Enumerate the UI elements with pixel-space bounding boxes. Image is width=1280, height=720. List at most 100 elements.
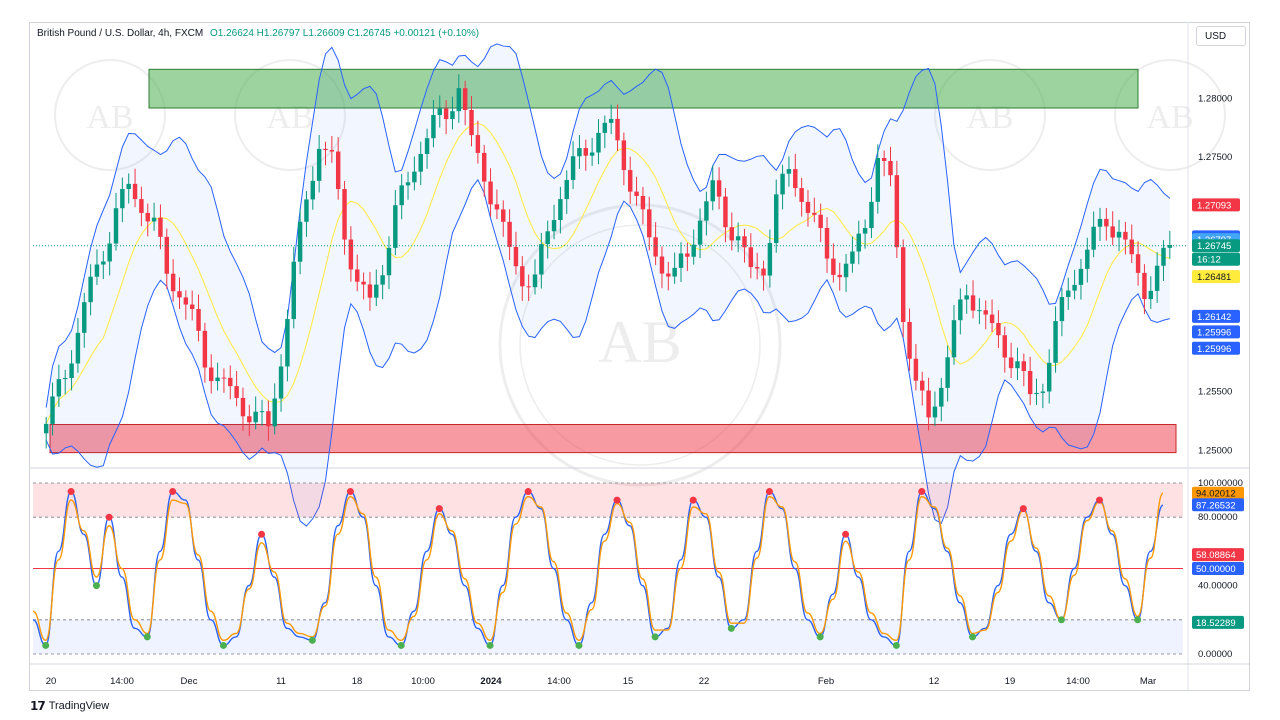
time-tick-label: 11	[276, 676, 286, 687]
candle-body	[107, 243, 112, 262]
candle-body	[621, 140, 627, 171]
ohlc-values: O1.26624 H1.26797 L1.26609 C1.26745 +0.0…	[209, 28, 480, 39]
stoch-badge-label: 94.02012	[1196, 489, 1236, 500]
candle-body	[253, 411, 258, 423]
candle-body	[297, 221, 303, 262]
candle-body	[932, 406, 938, 418]
chart-legend: British Pound / U.S. Dollar, 4h, FXCM O1…	[37, 28, 479, 39]
candle-body	[1161, 247, 1166, 266]
candle-body	[551, 220, 557, 232]
stoch-trough-dot	[219, 641, 227, 649]
candle-body	[900, 247, 906, 322]
price-pane[interactable]: 1.280001.275001.255001.250001.270931.268…	[30, 22, 1249, 690]
candle-body	[399, 185, 404, 206]
candle-body	[1015, 361, 1020, 369]
candle-body	[996, 323, 1001, 336]
price-badge	[1192, 252, 1240, 266]
oversold-band	[33, 619, 1183, 654]
candle-body	[101, 261, 106, 265]
bollinger-lower	[45, 178, 1170, 527]
candle-body	[1027, 370, 1033, 395]
stoch-trough-dot	[92, 582, 100, 590]
candle-body	[850, 251, 855, 264]
candle-body	[539, 244, 544, 275]
candle-body	[558, 199, 563, 221]
candle-body	[735, 236, 741, 241]
candle-body	[443, 108, 449, 120]
candle-body	[405, 182, 411, 186]
candle-body	[177, 291, 182, 298]
candle-body	[526, 286, 531, 288]
candle-body	[469, 109, 474, 136]
candle-body	[272, 398, 277, 427]
candle-body	[437, 108, 442, 116]
stoch-badge	[1192, 486, 1244, 500]
candle-body	[532, 274, 538, 288]
stoch-trough-dot	[892, 641, 900, 649]
price-tick-label: 1.25000	[1198, 445, 1232, 456]
stoch-tick-label: 40.00000	[1198, 581, 1238, 592]
candle-body	[145, 212, 150, 222]
candle-body	[450, 111, 455, 120]
candle-body	[50, 396, 55, 424]
candle-body	[494, 204, 500, 210]
candle-body	[132, 183, 138, 200]
candle-body	[501, 209, 506, 222]
candle-body	[1078, 268, 1084, 285]
candle-body	[113, 208, 119, 244]
candle-body	[1085, 249, 1090, 269]
time-axis[interactable]: 20 14:00 Dec 11 18 10:00 2024 14:00 15 22 Feb 12 19 1…	[30, 663, 1249, 687]
candle-body	[634, 191, 639, 196]
stoch-peak-dot	[765, 488, 773, 496]
candle-body	[729, 227, 735, 241]
candle-body	[386, 247, 392, 276]
candle-body	[678, 253, 684, 268]
candle-body	[266, 411, 271, 427]
stoch-tick-label: 100.00000	[1198, 478, 1243, 489]
candle-body	[894, 175, 900, 248]
stoch-trough-dot	[1134, 616, 1142, 624]
candle-body	[507, 221, 512, 247]
svg-text:AB: AB	[86, 99, 133, 136]
stochastic-pane[interactable]: 100.00000 80.00000 40.00000 0.00000 94.02012…	[32, 478, 1244, 660]
candle-body	[589, 152, 595, 156]
candle-body	[189, 304, 195, 310]
candle-body	[215, 377, 220, 382]
stoch-badge	[1192, 615, 1244, 629]
candle-body	[304, 199, 309, 222]
candle-body	[393, 205, 398, 248]
candle-body	[939, 387, 944, 407]
candle-body	[602, 122, 608, 133]
stoch-badge-label: 87.26532	[1196, 500, 1236, 511]
candle-body	[672, 267, 677, 277]
currency-button[interactable]: USD	[1196, 26, 1246, 46]
candle-body	[881, 158, 887, 162]
stoch-trough-dot	[1057, 616, 1065, 624]
ab-watermark: AB AB AB AB AB	[54, 59, 1226, 487]
candle-body	[1091, 226, 1096, 250]
candle-body	[228, 377, 233, 387]
stoch-peak-dot	[435, 505, 443, 513]
bollinger-basis	[45, 122, 1170, 425]
candle-body	[767, 243, 773, 276]
candle-body	[716, 180, 722, 197]
candle-body	[412, 171, 417, 183]
candle-body	[888, 161, 893, 176]
candle-body	[75, 332, 81, 364]
candle-body	[1123, 231, 1128, 240]
demand-zone	[49, 423, 1177, 454]
candle-body	[170, 273, 176, 292]
candle-body	[970, 295, 976, 311]
stoch-peak-dot	[1019, 505, 1027, 513]
candle-body	[1034, 392, 1039, 395]
stoch-trough-dot	[727, 624, 735, 632]
candle-body	[691, 244, 696, 257]
candle-body	[812, 212, 817, 215]
candle-body	[355, 269, 360, 282]
tradingview-logo-icon: 𝟭𝟳	[30, 699, 46, 713]
stoch-badge-label: 58.08864	[1196, 550, 1236, 561]
candle-body	[520, 266, 525, 287]
time-tick-label: 2024	[480, 676, 502, 687]
candle-body	[913, 358, 919, 381]
